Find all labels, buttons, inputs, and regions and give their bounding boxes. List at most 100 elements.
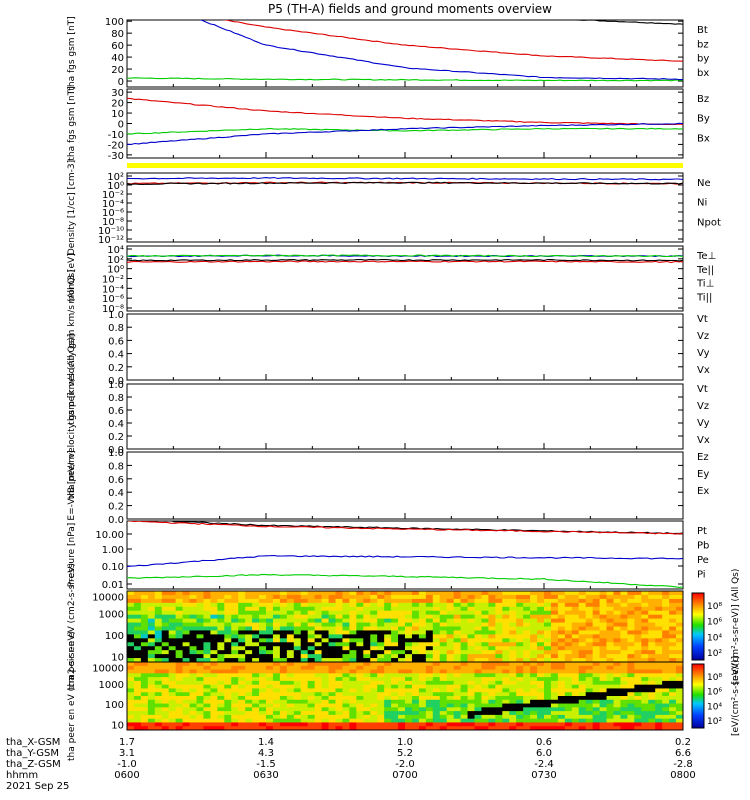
spectrogram-cell <box>481 714 489 720</box>
spectrogram-cell <box>481 658 489 663</box>
spectrogram-cell <box>349 602 357 608</box>
spectrogram-cell <box>613 598 621 604</box>
spectrogram-cell <box>488 707 496 712</box>
spectrogram-cell <box>328 722 336 727</box>
spectrogram-cell <box>634 626 642 631</box>
spectrogram-cell <box>238 634 246 639</box>
spectrogram-cell <box>370 703 378 708</box>
spectrogram-cell <box>530 662 538 667</box>
spectrogram-cell <box>300 610 309 616</box>
spectrogram-cell <box>286 688 295 693</box>
spectrogram-cell <box>523 688 531 693</box>
spectrogram-cell <box>349 684 357 689</box>
spectrogram-cell <box>620 677 628 682</box>
spectrogram-cell <box>439 703 448 708</box>
spectrogram-cell <box>655 711 663 716</box>
spectrogram-cell <box>627 662 635 667</box>
spectrogram-cell <box>641 618 649 623</box>
spectrogram-cell <box>217 622 225 627</box>
spectrogram-cell <box>272 669 281 674</box>
spectrogram-cell <box>516 630 524 635</box>
spectrogram-cell <box>564 726 573 731</box>
spectrogram-cell <box>669 626 677 631</box>
spectrogram-cell <box>446 606 455 612</box>
spectrogram-cell <box>432 642 441 647</box>
spectrogram-cell <box>147 665 156 670</box>
spectrogram-cell <box>370 696 378 701</box>
spectrogram-cell <box>154 711 163 716</box>
spectrogram-cell <box>154 610 163 616</box>
spectrogram-cell <box>307 610 316 616</box>
spectrogram-cell <box>203 650 211 655</box>
spectrogram-cell <box>127 662 135 667</box>
spectrogram-cell <box>564 610 573 616</box>
spectrogram-cell <box>627 699 635 704</box>
spectrogram-cell <box>460 662 468 667</box>
spectrogram-cell <box>502 622 510 627</box>
spectrogram-cell <box>286 614 295 620</box>
spectrogram-cell <box>307 726 316 731</box>
spectrogram-cell <box>217 718 225 723</box>
spectrogram-cell <box>502 677 510 682</box>
spectrogram-cell <box>377 714 385 720</box>
spectrogram-cell <box>259 677 267 682</box>
y-tick-label: 0.4 <box>108 488 124 499</box>
spectrogram-cell <box>363 696 371 701</box>
spectrogram-cell <box>509 718 517 723</box>
spectrogram-cell <box>342 598 350 604</box>
spectrogram-cell <box>210 722 218 727</box>
spectrogram-cell <box>335 726 343 731</box>
spectrogram-cell <box>266 614 274 620</box>
spectrogram-cell <box>328 669 336 674</box>
spectrogram-cell <box>564 642 573 647</box>
panel-frame <box>126 19 684 88</box>
spectrogram-cell <box>564 673 573 678</box>
spectrogram-cell <box>432 699 441 704</box>
spectrogram-cell <box>439 650 448 655</box>
spectrogram-cell <box>550 711 559 716</box>
panel-frame <box>126 451 684 520</box>
spectrogram-cell <box>669 677 677 682</box>
spectrogram-cell <box>363 680 371 686</box>
spectrogram-cell <box>676 699 684 704</box>
spectrogram-cell <box>432 669 441 674</box>
spectrogram-cell <box>439 696 448 701</box>
spectrogram-cell <box>592 634 600 639</box>
spectrogram-cell <box>370 606 378 612</box>
spectrogram-cell <box>530 630 538 635</box>
spectrogram-cell <box>224 638 232 643</box>
spectrogram-cell <box>133 646 142 651</box>
spectrogram-cell <box>676 591 684 596</box>
spectrogram-cell <box>550 630 559 635</box>
spectrogram-cell <box>655 610 663 616</box>
spectrogram-cell <box>564 718 573 723</box>
spectrogram-cell <box>272 634 281 639</box>
spectrogram-cell <box>453 673 461 678</box>
spectrogram-cell <box>147 677 156 682</box>
spectrogram-cell <box>147 711 156 716</box>
spectrogram-cell <box>133 696 142 701</box>
spectrogram-cell <box>307 646 316 651</box>
spectrogram-cell <box>467 669 475 674</box>
spectrogram-cell <box>474 692 482 697</box>
spectrogram-cell <box>509 726 517 731</box>
spectrogram-cell <box>335 626 343 631</box>
spectrogram-cell <box>564 646 573 651</box>
spectrogram-cell <box>182 665 190 670</box>
spectrogram-cell <box>676 642 684 647</box>
spectrogram-cell <box>391 634 399 639</box>
spectrogram-cell <box>182 642 190 647</box>
spectrogram-cell <box>238 711 246 716</box>
spectrogram-cell <box>259 610 267 616</box>
spectrogram-cell <box>620 622 628 627</box>
y-tick-label: 40 <box>111 53 124 64</box>
spectrogram-cell <box>196 642 204 647</box>
spectrogram-cell <box>405 722 413 727</box>
spectrogram-cell <box>140 673 149 678</box>
spectrogram-cell <box>259 696 267 701</box>
spectrogram-cell <box>217 680 225 686</box>
spectrogram-cell <box>377 626 385 631</box>
spectrogram-cell <box>259 684 267 689</box>
x-axis-value: -2.8 <box>673 759 693 770</box>
spectrogram-cell <box>432 680 441 686</box>
